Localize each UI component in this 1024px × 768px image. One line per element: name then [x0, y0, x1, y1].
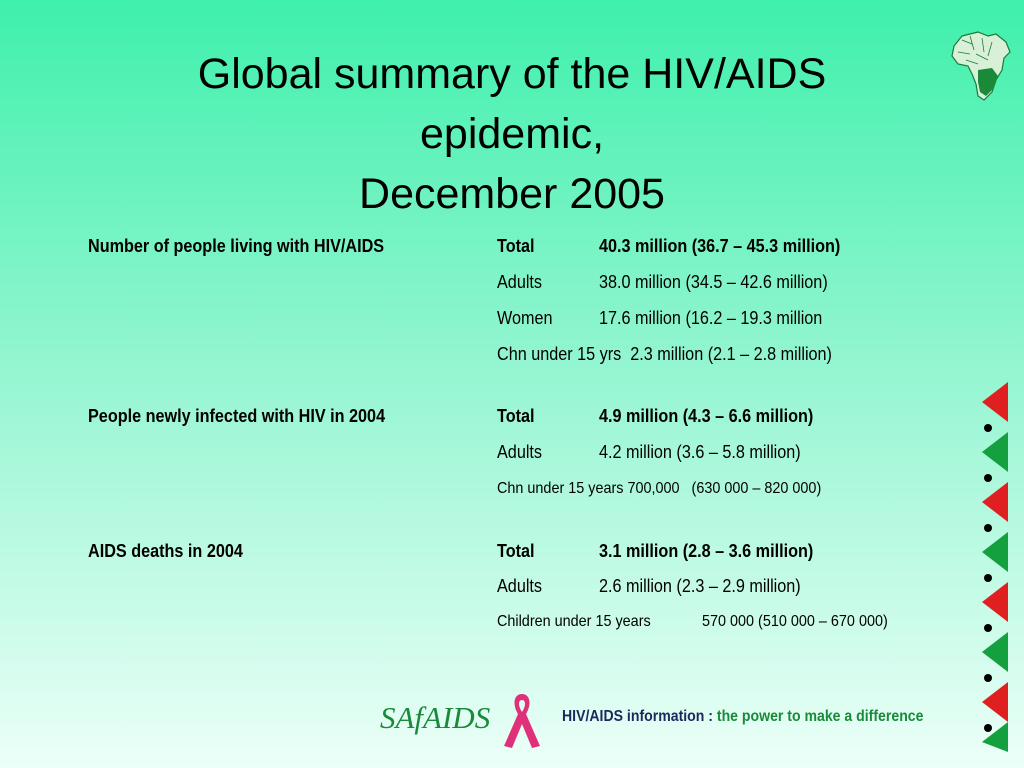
row-label-women: Women — [497, 308, 553, 328]
africa-map-icon — [951, 31, 1011, 101]
dot — [984, 474, 992, 482]
triangle-red — [982, 382, 1008, 422]
decorative-border — [982, 382, 1008, 752]
dot — [984, 674, 992, 682]
title-line-3: December 2005 — [359, 170, 665, 218]
dot — [984, 424, 992, 432]
section-heading-deaths: AIDS deaths in 2004 — [88, 541, 243, 561]
dot — [984, 574, 992, 582]
triangle-green — [982, 532, 1008, 572]
brand-logo-text: SAfAIDS — [380, 700, 491, 735]
section-heading-new-infections: People newly infected with HIV in 2004 — [88, 406, 386, 426]
row-children-value: 570 000 (510 000 – 670 000) — [702, 613, 888, 630]
triangle-green — [982, 432, 1008, 472]
row-label-adults: Adults — [497, 576, 543, 596]
title-line-1: Global summary of the HIV/AIDS — [197, 50, 827, 98]
row-label-total: Total — [497, 236, 535, 256]
dot — [984, 524, 992, 532]
row-label-total: Total — [497, 541, 535, 561]
row-value-adults: 4.2 million (3.6 – 5.8 million) — [599, 442, 801, 462]
triangle-green — [982, 722, 1008, 752]
triangle-green — [982, 632, 1008, 672]
slide-title: Global summary of the HIV/AIDS epidemic,… — [0, 44, 1024, 224]
row-label-adults: Adults — [497, 442, 543, 462]
row-label-adults: Adults — [497, 272, 543, 292]
title-line-2: epidemic, — [419, 110, 605, 158]
footer-tagline: HIV/AIDS information : the power to make… — [562, 708, 923, 726]
triangle-red — [982, 482, 1008, 522]
row-value-total: 3.1 million (2.8 – 3.6 million) — [599, 541, 814, 561]
row-value-total: 40.3 million (36.7 – 45.3 million) — [599, 236, 841, 256]
section-heading-living: Number of people living with HIV/AIDS — [88, 236, 385, 256]
row-value-adults: 2.6 million (2.3 – 2.9 million) — [599, 576, 801, 596]
row-value-adults: 38.0 million (34.5 – 42.6 million) — [599, 272, 828, 292]
dot — [984, 624, 992, 632]
row-label-total: Total — [497, 406, 535, 426]
tagline-rest: the power to make a difference — [716, 708, 924, 725]
dot — [984, 724, 992, 732]
row-value-total: 4.9 million (4.3 – 6.6 million) — [599, 406, 814, 426]
row-children: Chn under 15 years 700,000 (630 000 – 82… — [497, 480, 822, 497]
tagline-lead: HIV/AIDS information : — [562, 708, 713, 725]
row-children: Chn under 15 yrs 2.3 million (2.1 – 2.8 … — [497, 344, 832, 364]
row-value-women: 17.6 million (16.2 – 19.3 million — [599, 308, 823, 328]
triangle-red — [982, 582, 1008, 622]
triangle-red — [982, 682, 1008, 722]
awareness-ribbon-icon — [504, 694, 540, 748]
row-children-label: Children under 15 years — [497, 613, 651, 630]
